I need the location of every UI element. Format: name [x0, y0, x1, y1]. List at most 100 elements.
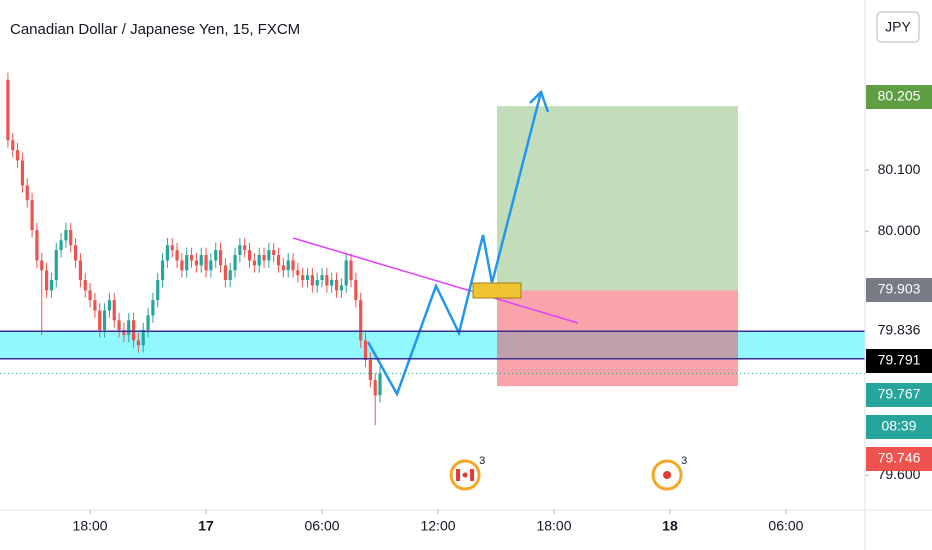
candle-body: [122, 330, 126, 335]
band-top-label-bg: [866, 319, 932, 343]
candle-body: [296, 270, 300, 276]
candle-body: [214, 250, 218, 261]
event-count: 3: [681, 455, 687, 467]
candle-body: [334, 280, 339, 291]
event-count: 3: [479, 455, 485, 467]
candle-body: [127, 320, 131, 335]
candle-body: [378, 373, 382, 396]
event-dot: [663, 471, 672, 479]
flag-left: [456, 469, 461, 481]
candle-body: [131, 320, 136, 341]
drawings-under: [0, 106, 865, 387]
title-backdrop: [0, 14, 310, 46]
flag-right: [470, 469, 475, 481]
candle-body: [78, 260, 83, 281]
candle-body: [204, 255, 208, 271]
currency-button[interactable]: [876, 11, 920, 43]
band-bottom-label-bg: [866, 349, 932, 373]
candle-body: [262, 255, 266, 261]
candle-body: [156, 280, 160, 301]
candle-body: [325, 275, 329, 286]
trend-line: [292, 237, 579, 324]
stop-price-label-bg: [866, 447, 932, 471]
candle-body: [344, 260, 348, 286]
candle-body: [64, 229, 68, 241]
candle-body: [11, 140, 15, 151]
countdown-label-bg: [866, 415, 932, 439]
candle-body: [6, 79, 10, 141]
candle-body: [291, 260, 295, 271]
candle-body: [44, 270, 49, 291]
candle-body: [363, 340, 368, 360]
candle-body: [189, 255, 194, 261]
candle-body: [88, 290, 92, 301]
flag-leaf: [462, 472, 468, 478]
candle-body: [339, 285, 343, 291]
candle-body: [98, 310, 102, 331]
x-tick-label: 06:00: [305, 518, 340, 534]
candle-body: [359, 300, 363, 341]
candle-body: [40, 260, 44, 271]
entry-marker: [472, 282, 522, 299]
candle-body: [54, 250, 58, 281]
candle-body: [93, 300, 97, 311]
forecast-arrowhead: [529, 89, 550, 113]
candle-body: [281, 265, 285, 271]
drawings-over: [0, 89, 865, 398]
candle-body: [233, 255, 237, 271]
candle-body: [107, 300, 112, 311]
candle-body: [305, 275, 310, 281]
candle-body: [59, 240, 63, 251]
candle-body: [15, 150, 20, 161]
candle-body: [185, 255, 189, 271]
candle-body: [247, 250, 252, 261]
x-tick-label: 17: [198, 518, 214, 534]
x-tick-label: 18: [662, 518, 678, 534]
x-tick-label: 12:00: [420, 518, 455, 534]
candle-body: [136, 340, 140, 346]
candle-body: [69, 229, 73, 246]
candle-body: [151, 300, 155, 316]
x-tick-label: 18:00: [73, 518, 108, 534]
price-labels: 80.205 79.903 79.836 79.791 79.767 08:39 79.74…: [866, 85, 932, 471]
candle-body: [373, 380, 377, 396]
candle-body: [199, 255, 203, 266]
candle-body: [175, 250, 179, 261]
candle-body: [141, 330, 145, 346]
forecast-path: [366, 91, 543, 398]
candle-body: [209, 260, 213, 271]
candle-body: [276, 255, 281, 266]
candle-body: [301, 275, 305, 281]
candle-body: [160, 260, 165, 281]
chart-title: Canadian Dollar / Japanese Yen, 15, FXCM: [10, 21, 300, 38]
candle-body: [315, 280, 319, 286]
candle-body: [272, 250, 276, 255]
candle-body: [102, 310, 107, 331]
band-top-label: 79.836: [878, 322, 921, 338]
target-price-label-bg: [866, 85, 932, 109]
x-tick-label: 18:00: [536, 518, 571, 534]
candle-body: [257, 255, 261, 266]
candle-body: [243, 245, 247, 251]
candle-body: [35, 229, 39, 261]
candles: [6, 72, 382, 426]
target-price-label: 80.205: [878, 88, 921, 104]
band-bottom-label: 79.791: [878, 352, 921, 368]
candle-body: [218, 250, 223, 266]
entry-price-label-bg: [866, 278, 932, 302]
candle-body: [286, 260, 290, 271]
candle-body: [30, 200, 34, 230]
last-price-label-bg: [866, 383, 932, 407]
candle-body: [310, 275, 314, 286]
candle-body: [368, 359, 372, 381]
candle-body: [228, 270, 232, 281]
candle-body: [180, 260, 184, 271]
candle-body: [252, 260, 256, 266]
candle-body: [349, 260, 353, 281]
currency-label[interactable]: JPY: [885, 19, 911, 35]
candle-body: [223, 265, 227, 281]
candle-body: [117, 320, 121, 331]
